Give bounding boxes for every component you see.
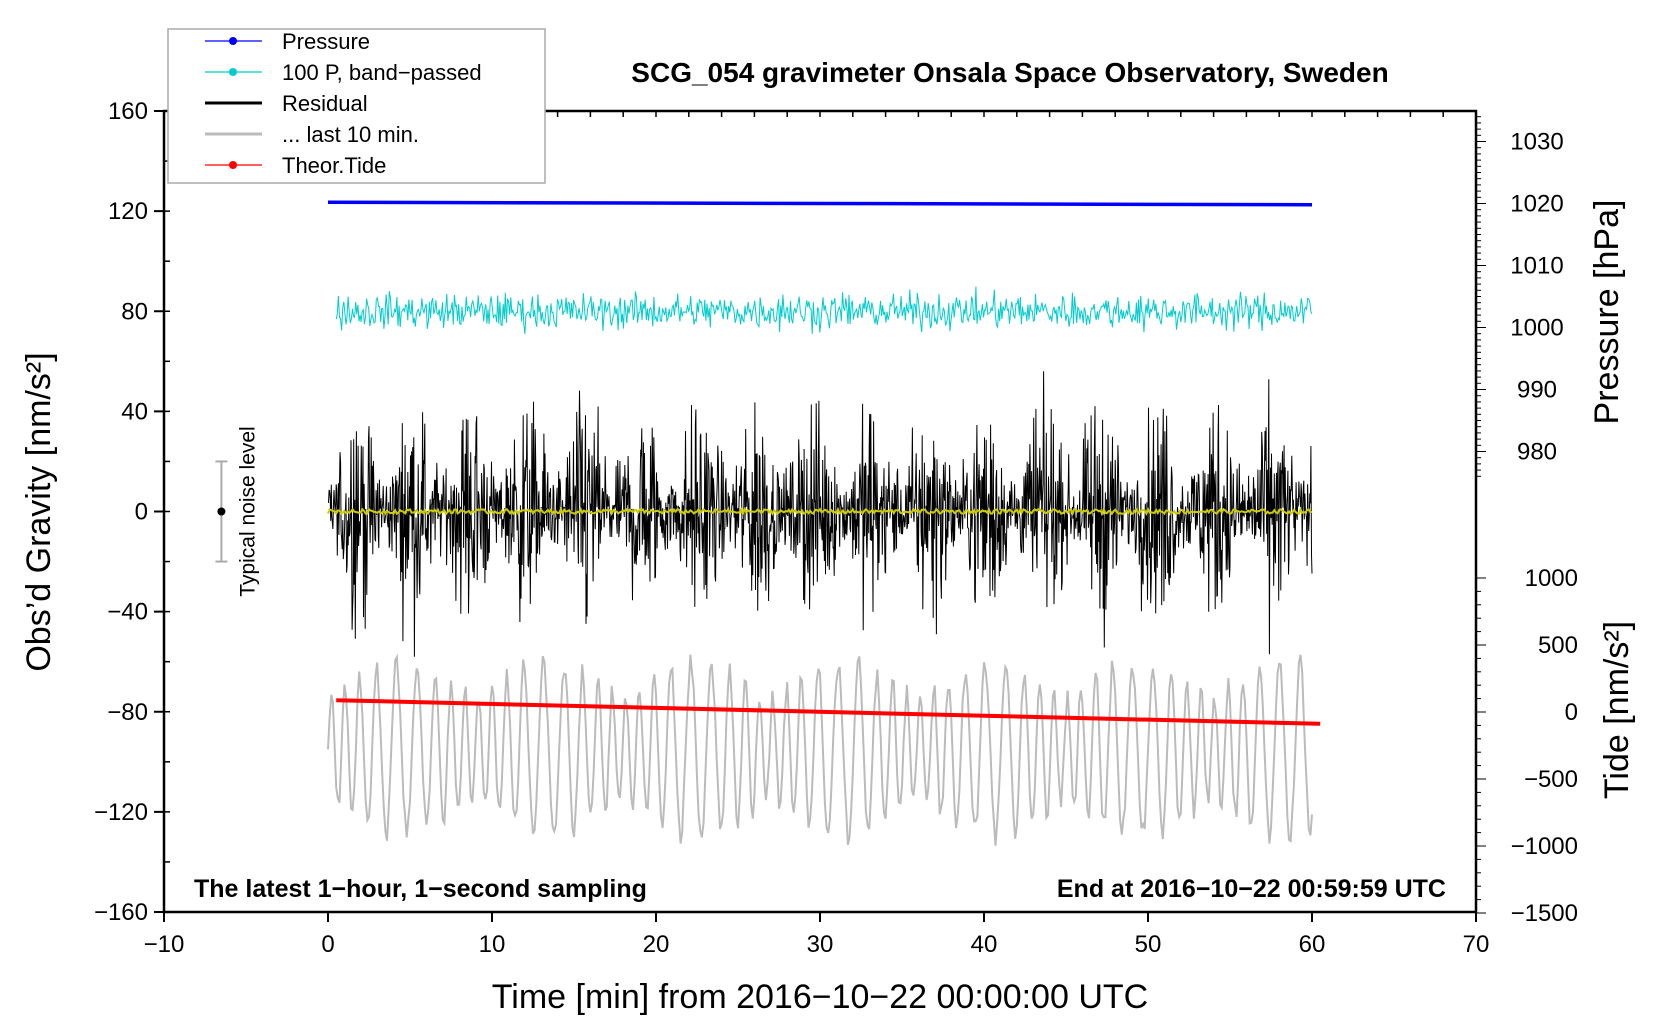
x-tick-label: 30: [807, 931, 834, 958]
y-tick-label: −80: [107, 699, 148, 726]
pressure-tick-label: 990: [1517, 377, 1557, 404]
plot-marks: [327, 200, 1321, 846]
legend-item: ... last 10 min.: [205, 122, 419, 147]
pressure-axis-label: Pressure [hPa]: [1588, 200, 1626, 425]
tide-tick-label: 500: [1538, 632, 1578, 659]
annotation-right: End at 2016−10−22 00:59:59 UTC: [1057, 875, 1446, 903]
pressure-tick-label: 1030: [1510, 129, 1563, 156]
legend-label: 100 P, band−passed: [282, 60, 482, 85]
tide-tick-label: 0: [1565, 699, 1578, 726]
y-tick-label: −40: [107, 599, 148, 626]
x-tick-label: 20: [643, 931, 670, 958]
series-residual: [327, 371, 1313, 657]
axis-ticks: −10 0 10 20 30 40 50 60 70−160−120−80−4004080120…: [94, 98, 1578, 958]
legend-item: Residual: [205, 91, 368, 116]
legend-box: [167, 28, 546, 184]
x-tick-label: 0: [321, 931, 334, 958]
y-tick-label: 0: [135, 499, 148, 526]
pressure-tick-label: 980: [1517, 439, 1557, 466]
series-residual-smoothed: [327, 506, 1313, 517]
legend-label: Residual: [282, 91, 368, 116]
legend-item: Pressure: [205, 29, 370, 54]
tide-axis-label: Tide [nm/s²]: [1598, 621, 1636, 799]
y-tick-label: 120: [108, 198, 148, 225]
annotation-left: The latest 1−hour, 1−second sampling: [194, 875, 647, 903]
series-band-passed: [335, 286, 1313, 334]
tide-tick-label: −500: [1524, 766, 1578, 793]
legend-label: Theor.Tide: [282, 153, 386, 178]
series-last-10-min: [327, 653, 1313, 846]
x-tick-label: 10: [479, 931, 506, 958]
x-axis-label: Time [min] from 2016−10−22 00:00:00 UTC: [492, 978, 1148, 1016]
tide-tick-label: −1500: [1511, 900, 1578, 927]
x-tick-label: 60: [1299, 931, 1326, 958]
legend-item: Theor.Tide: [205, 153, 386, 178]
noise-bar-dot: [217, 507, 226, 516]
legend-marker: [229, 68, 237, 76]
y-tick-label: 160: [108, 98, 148, 125]
noise-bar: Typical noise level: [215, 426, 259, 597]
legend-label: Pressure: [282, 29, 370, 54]
y-tick-label: −160: [94, 899, 148, 926]
noise-bar-label: Typical noise level: [236, 426, 259, 596]
series-pressure: [327, 200, 1313, 207]
y-tick-label: 80: [121, 298, 148, 325]
y-tick-label: −120: [94, 799, 148, 826]
legend-marker: [229, 37, 237, 45]
y-axis-label: Obs’d Gravity [nm/s²]: [20, 352, 58, 671]
x-tick-label: 50: [1135, 931, 1162, 958]
pressure-tick-label: 1020: [1510, 191, 1563, 218]
pressure-tick-label: 1010: [1510, 253, 1563, 280]
x-tick-label: 70: [1463, 931, 1490, 958]
y-tick-label: 40: [121, 398, 148, 425]
legend: Pressure 100 P, band−passed Residual ... la…: [167, 28, 546, 184]
x-tick-label: −10: [144, 931, 185, 958]
x-tick-label: 40: [971, 931, 998, 958]
pressure-tick-label: 1000: [1510, 315, 1563, 342]
tide-tick-label: 1000: [1525, 565, 1578, 592]
legend-item: 100 P, band−passed: [205, 60, 482, 85]
series-theor-tide: [336, 698, 1321, 726]
legend-marker: [229, 161, 237, 169]
legend-label: ... last 10 min.: [282, 122, 419, 147]
chart-title: SCG_054 gravimeter Onsala Space Observat…: [631, 57, 1388, 88]
tide-tick-label: −1000: [1511, 833, 1578, 860]
